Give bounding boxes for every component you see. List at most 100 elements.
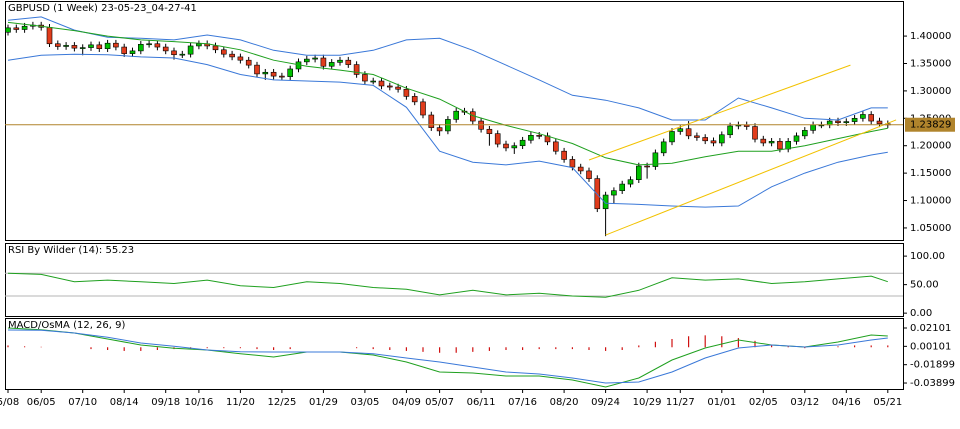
x-tick-label: 12/25 bbox=[267, 397, 296, 408]
y-tick-label: 1.35000 bbox=[910, 58, 951, 69]
candle-body bbox=[519, 139, 526, 147]
candle-body bbox=[503, 143, 509, 149]
x-tick-label: 01/01 bbox=[707, 397, 736, 408]
candle-body bbox=[254, 64, 260, 75]
candle-body bbox=[785, 141, 792, 150]
y-tick-label: 100.00 bbox=[910, 251, 945, 262]
candle-body bbox=[287, 68, 294, 77]
candle-body bbox=[528, 135, 534, 141]
candle-body bbox=[337, 59, 343, 63]
macd-panel bbox=[5, 318, 904, 390]
x-tick-label: 04/09 bbox=[392, 397, 421, 408]
x-tick-label: 02/05 bbox=[749, 397, 778, 408]
candle-body bbox=[868, 114, 875, 122]
candle-body bbox=[428, 114, 435, 128]
y-tick-label: 1.15000 bbox=[910, 168, 951, 179]
indicator-line bbox=[7, 327, 888, 388]
candle-body bbox=[561, 150, 567, 160]
rsi-panel bbox=[5, 243, 904, 317]
indicator-line bbox=[7, 329, 888, 384]
candle-body bbox=[702, 137, 709, 142]
candle-body bbox=[21, 25, 28, 30]
x-tick-label: 03/12 bbox=[790, 397, 819, 408]
candle-body bbox=[63, 45, 69, 47]
candle-body bbox=[370, 80, 377, 83]
candle-body bbox=[279, 75, 285, 78]
candle-body bbox=[760, 138, 767, 144]
y-tick-label: -0.01899 bbox=[910, 360, 955, 371]
candle-body bbox=[727, 125, 733, 136]
candle-body bbox=[768, 141, 775, 144]
candle-body bbox=[312, 57, 318, 60]
y-tick-label: 1.10000 bbox=[910, 196, 951, 207]
candle-body bbox=[752, 126, 758, 140]
candle-body bbox=[146, 43, 152, 46]
x-tick-label: 11/20 bbox=[226, 397, 255, 408]
indicator-line bbox=[7, 16, 888, 121]
candle-body bbox=[644, 165, 650, 168]
trend-line bbox=[588, 64, 851, 161]
candle-body bbox=[511, 145, 518, 149]
y-tick-label: -0.03899 bbox=[910, 378, 955, 389]
x-tick-label: 07/16 bbox=[508, 397, 537, 408]
candle-body bbox=[436, 127, 443, 132]
x-tick-label: 08/20 bbox=[550, 397, 579, 408]
candle-body bbox=[138, 44, 144, 52]
candle-body bbox=[835, 120, 841, 123]
x-tick-label: 07/10 bbox=[68, 397, 97, 408]
price-label: 1.23829 bbox=[910, 120, 951, 131]
x-tick-label: 08/14 bbox=[110, 397, 139, 408]
x-tick-label: 03/05 bbox=[350, 397, 379, 408]
candle-body bbox=[79, 47, 86, 49]
candle-body bbox=[303, 58, 310, 63]
candle-body bbox=[420, 101, 426, 116]
candle-body bbox=[685, 128, 692, 137]
candle-body bbox=[860, 114, 866, 119]
candle-body bbox=[669, 131, 675, 143]
x-tick-label: 09/24 bbox=[591, 397, 620, 408]
candle-body bbox=[718, 134, 725, 144]
x-tick-label: 10/29 bbox=[633, 397, 662, 408]
x-tick-label: 06/11 bbox=[467, 397, 496, 408]
y-tick-label: 0.02101 bbox=[910, 323, 951, 334]
candle-body bbox=[611, 190, 617, 196]
candle-body bbox=[96, 44, 103, 49]
candle-body bbox=[619, 183, 626, 191]
candle-body bbox=[328, 62, 335, 67]
candle-body bbox=[660, 141, 667, 154]
candle-body bbox=[552, 141, 559, 152]
y-tick-label: 1.05000 bbox=[910, 223, 951, 234]
candle-body bbox=[876, 120, 883, 125]
candle-body bbox=[245, 59, 252, 66]
candle-body bbox=[320, 57, 327, 67]
candle-body bbox=[677, 128, 684, 132]
trend-line bbox=[605, 119, 897, 236]
y-tick-label: 1.30000 bbox=[910, 86, 951, 97]
candle-body bbox=[237, 56, 244, 61]
x-tick-label: 09/18 bbox=[151, 397, 180, 408]
y-tick-label: 0.00 bbox=[910, 308, 932, 319]
candle-body bbox=[536, 135, 543, 137]
candle-body bbox=[710, 140, 717, 144]
x-tick-label: 11/27 bbox=[666, 397, 695, 408]
candle-body bbox=[403, 88, 410, 97]
candle-body bbox=[88, 44, 94, 48]
candle-body bbox=[113, 42, 119, 48]
indicator-line bbox=[7, 53, 888, 208]
x-tick-label: 01/29 bbox=[309, 397, 338, 408]
candle-body bbox=[793, 135, 800, 142]
candle-body bbox=[494, 133, 501, 145]
candle-body bbox=[154, 43, 161, 48]
candle-body bbox=[171, 50, 177, 56]
x-tick-label: 04/16 bbox=[832, 397, 861, 408]
x-tick-label: 05/21 bbox=[873, 397, 902, 408]
candle-body bbox=[453, 110, 460, 120]
candle-body bbox=[179, 53, 186, 56]
panel-title: GBPUSD (1 Week) 23-05-23_04-27-41 bbox=[8, 3, 197, 14]
candle-body bbox=[810, 124, 816, 131]
indicator-line bbox=[7, 21, 888, 166]
candle-body bbox=[162, 46, 169, 52]
x-tick-label: 5/08 bbox=[0, 397, 19, 408]
candle-body bbox=[353, 64, 360, 75]
